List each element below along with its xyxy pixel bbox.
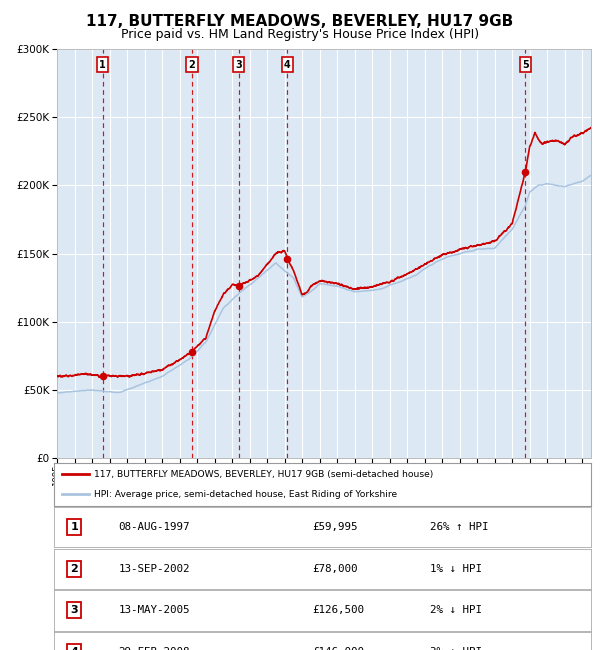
Text: £59,995: £59,995 (312, 522, 357, 532)
Text: 13-MAY-2005: 13-MAY-2005 (118, 605, 190, 616)
Text: £78,000: £78,000 (312, 564, 357, 574)
Text: Price paid vs. HM Land Registry's House Price Index (HPI): Price paid vs. HM Land Registry's House … (121, 28, 479, 41)
Text: 3: 3 (235, 60, 242, 70)
Text: 5: 5 (522, 60, 529, 70)
Text: 1: 1 (99, 60, 106, 70)
Text: 3% ↓ HPI: 3% ↓ HPI (430, 647, 482, 650)
Text: 2: 2 (188, 60, 195, 70)
Text: HPI: Average price, semi-detached house, East Riding of Yorkshire: HPI: Average price, semi-detached house,… (94, 489, 397, 499)
Text: 2: 2 (71, 564, 78, 574)
Text: 1% ↓ HPI: 1% ↓ HPI (430, 564, 482, 574)
Text: 08-AUG-1997: 08-AUG-1997 (118, 522, 190, 532)
Text: 117, BUTTERFLY MEADOWS, BEVERLEY, HU17 9GB: 117, BUTTERFLY MEADOWS, BEVERLEY, HU17 9… (86, 14, 514, 29)
Text: 117, BUTTERFLY MEADOWS, BEVERLEY, HU17 9GB (semi-detached house): 117, BUTTERFLY MEADOWS, BEVERLEY, HU17 9… (94, 470, 434, 479)
Text: 29-FEB-2008: 29-FEB-2008 (118, 647, 190, 650)
Text: 13-SEP-2002: 13-SEP-2002 (118, 564, 190, 574)
Text: 4: 4 (70, 647, 79, 650)
Text: 4: 4 (284, 60, 291, 70)
Text: £126,500: £126,500 (312, 605, 364, 616)
Text: 1: 1 (71, 522, 78, 532)
Text: 3: 3 (71, 605, 78, 616)
Text: 26% ↑ HPI: 26% ↑ HPI (430, 522, 488, 532)
Text: 2% ↓ HPI: 2% ↓ HPI (430, 605, 482, 616)
Text: £146,000: £146,000 (312, 647, 364, 650)
